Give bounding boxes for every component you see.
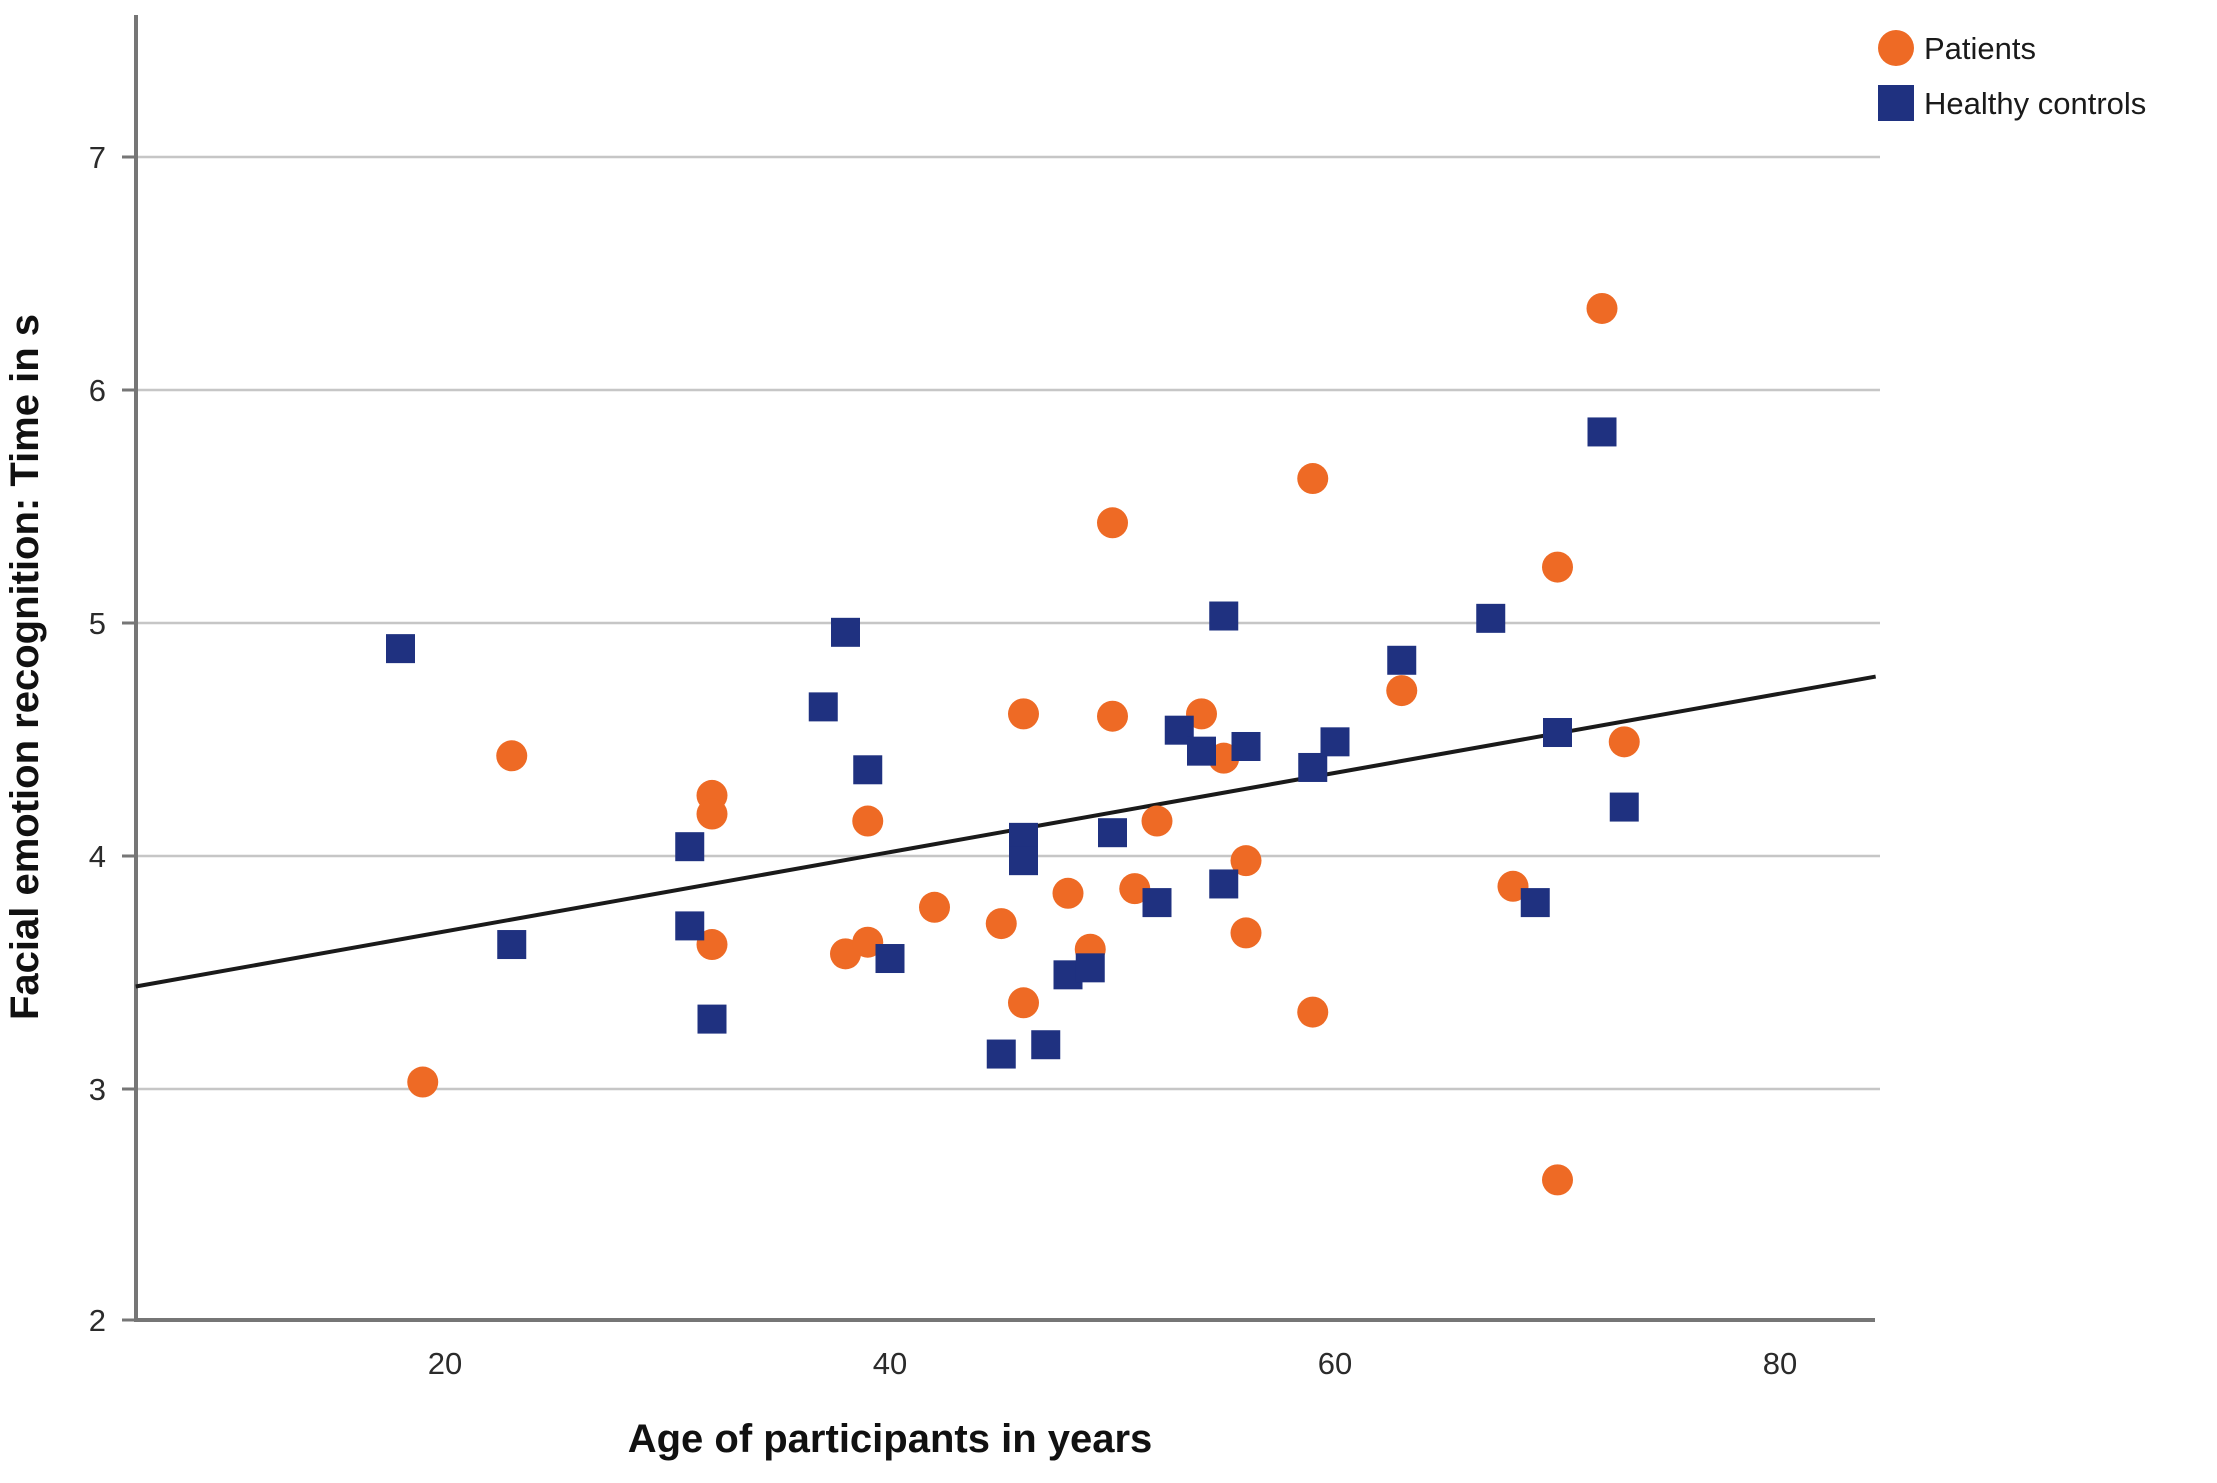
y-tick-label-2: 2 [89,1303,106,1338]
patients-point [1052,877,1084,909]
patients-point [1097,507,1128,539]
healthy-controls-point [386,634,415,664]
healthy-controls-point [1142,888,1172,918]
healthy-controls-point [697,1004,727,1034]
healthy-controls-point [1320,727,1350,757]
x-tick-label-60: 60 [1318,1346,1352,1381]
healthy-controls-point [1009,846,1038,876]
x-tick-label-40: 40 [873,1346,907,1381]
patients-legend-label: Patients [1924,31,2036,66]
patients-point [1386,675,1418,707]
y-tick-label-6: 6 [89,373,106,408]
gridlines [136,155,1880,1091]
healthy-controls-point [986,1039,1016,1069]
healthy-controls-point [831,617,860,647]
healthy-controls-point [1098,818,1127,848]
healthy-controls-point [1543,718,1572,748]
x-axis-title: Age of participants in years [628,1417,1153,1461]
healthy-controls-point [1609,792,1639,822]
healthy-controls-point [1187,736,1216,766]
patients-point [1141,805,1173,837]
y-tick-label-4: 4 [89,839,106,874]
healthy-controls-point [853,755,883,785]
x-axis-tick-labels: 20 40 60 80 [428,1346,1797,1381]
patients-point [1297,996,1329,1028]
patients-point [985,908,1017,940]
patients-point [1230,845,1262,877]
healthy-controls-point [1231,731,1261,761]
axes [122,15,1875,1322]
patients-point [496,740,528,772]
x-tick-label-20: 20 [428,1346,462,1381]
patients-point [1542,551,1573,583]
healthy-controls-point [1209,601,1239,631]
healthy-controls-point [808,692,838,722]
patients-point [1097,700,1128,732]
healthy-controls-series [386,417,1639,1069]
y-axis-tick-labels: 2 3 4 5 6 7 [89,140,106,1338]
y-tick-label-7: 7 [89,140,106,175]
patients-point [696,798,728,830]
patients-legend-marker-icon [1878,30,1914,66]
patients-point [1297,463,1329,495]
healthy-controls-point [1520,888,1550,918]
healthy-controls-point [675,832,705,862]
healthy-controls-point [1298,752,1328,782]
patients-point [852,805,884,837]
healthy-controls-point [875,944,905,974]
y-axis-title: Facial emotion recognition: Time in s [3,314,47,1020]
healthy-controls-point [1031,1030,1061,1060]
patients-point [407,1066,439,1098]
regression-trendline [135,674,1877,989]
patients-point [1608,726,1640,758]
healthy-controls-legend-label: Healthy controls [1924,86,2146,121]
healthy-controls-point [675,911,705,941]
patients-series [407,292,1640,1196]
patients-point [919,891,950,923]
patients-point [1230,917,1262,949]
healthy-controls-legend-marker-icon [1878,85,1914,121]
x-tick-label-80: 80 [1763,1346,1797,1381]
healthy-controls-point [1476,603,1506,633]
y-tick-label-3: 3 [89,1072,106,1107]
y-tick-label-5: 5 [89,606,106,641]
healthy-controls-point [497,930,527,960]
healthy-controls-point [1209,869,1239,899]
healthy-controls-point [1587,417,1617,447]
healthy-controls-point [1075,953,1105,983]
patients-point [1586,292,1618,324]
patients-point [1008,987,1039,1019]
patients-point [1008,698,1039,730]
healthy-controls-point [1387,645,1417,675]
patients-point [1542,1164,1573,1196]
legend: Patients Healthy controls [1878,30,2146,121]
